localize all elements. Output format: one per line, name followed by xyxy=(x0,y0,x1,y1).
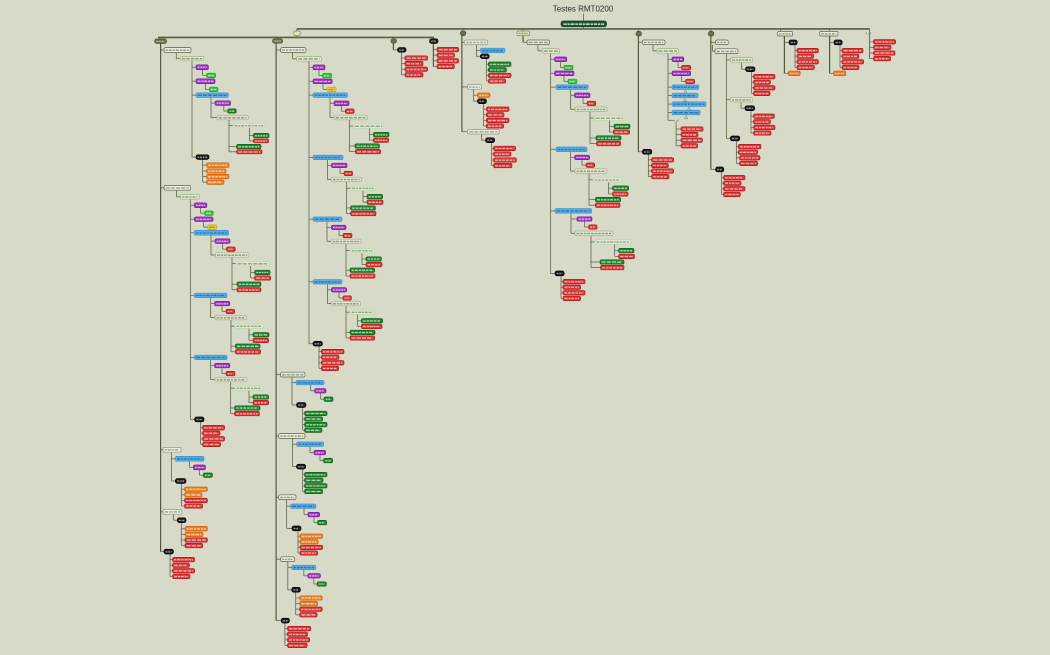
svg-text:a_a2: a_a2 xyxy=(866,31,872,35)
svg-text:a_a2: a_a2 xyxy=(674,119,680,123)
svg-text:Testes RMT0200: Testes RMT0200 xyxy=(553,5,614,14)
